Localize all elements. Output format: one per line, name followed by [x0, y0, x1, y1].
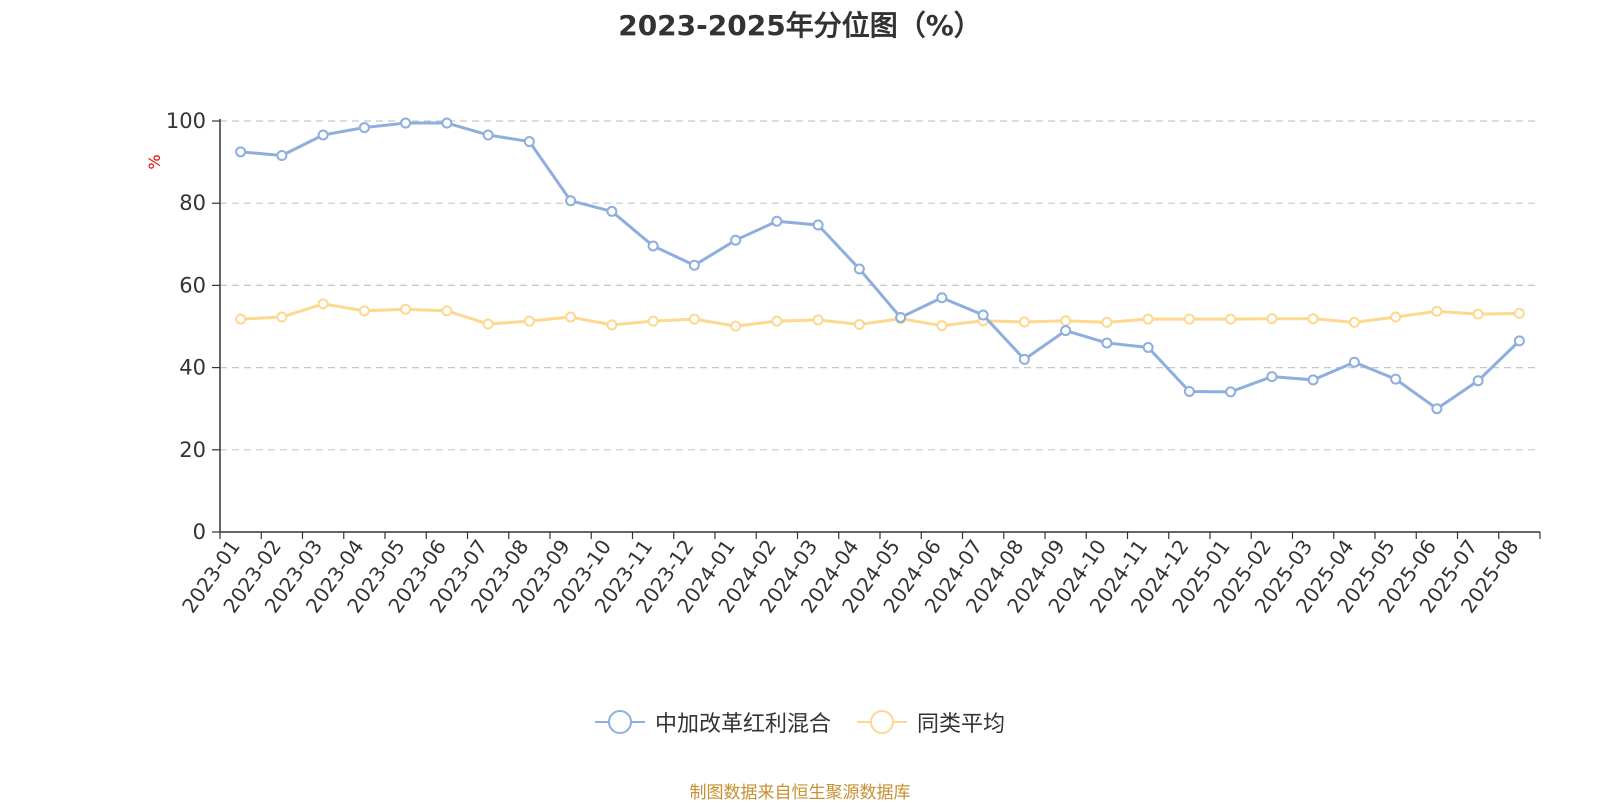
data-point: [1101, 337, 1113, 349]
data-point: [771, 315, 783, 327]
data-point: [936, 320, 948, 332]
y-tick-label: 40: [179, 356, 206, 380]
data-point: [235, 146, 247, 158]
data-point: [441, 117, 453, 129]
data-point: [1307, 313, 1319, 325]
data-point: [812, 314, 824, 326]
y-tick-label: 20: [179, 438, 206, 462]
data-point: [482, 318, 494, 330]
data-point: [853, 318, 865, 330]
data-point: [317, 298, 329, 310]
y-tick-label: 60: [179, 273, 206, 297]
data-point: [1142, 313, 1154, 325]
series-lines: [235, 117, 1525, 415]
data-point: [565, 311, 577, 323]
legend: 中加改革红利混合 同类平均: [0, 706, 1600, 738]
legend-item-average[interactable]: 同类平均: [857, 706, 1005, 738]
data-point: [647, 315, 659, 327]
data-point: [1183, 313, 1195, 325]
series-line: [240, 302, 1520, 328]
legend-circle-icon: [594, 710, 645, 734]
data-point: [1225, 386, 1237, 398]
data-point: [1513, 335, 1525, 347]
data-point: [523, 315, 535, 327]
data-point: [1431, 305, 1443, 317]
data-point: [688, 313, 700, 325]
data-source-note: 制图数据来自恒生聚源数据库: [689, 783, 911, 803]
data-point: [1060, 325, 1072, 337]
y-tick-label: 0: [193, 520, 206, 544]
tick-labels: 0204060801002023-012023-022023-032023-04…: [166, 109, 1524, 617]
legend-label-average: 同类平均: [917, 712, 1006, 737]
data-point: [1225, 313, 1237, 325]
series-line: [240, 121, 1521, 411]
data-point: [1472, 375, 1484, 387]
data-point: [523, 136, 535, 148]
y-tick-label: 100: [166, 109, 206, 133]
chart-title: 2023-2025年分位图（%）: [618, 9, 982, 42]
data-point: [1390, 373, 1402, 385]
data-point: [276, 311, 288, 323]
data-point: [1431, 403, 1443, 415]
data-point: [1060, 315, 1072, 327]
data-point: [730, 234, 742, 246]
data-point: [606, 319, 618, 331]
data-point: [606, 205, 618, 217]
data-point: [400, 117, 412, 129]
data-point: [936, 292, 948, 304]
data-point: [895, 311, 907, 323]
data-point: [1266, 371, 1278, 383]
data-point: [730, 320, 742, 332]
data-point: [771, 215, 783, 227]
legend-label-fund: 中加改革红利混合: [654, 712, 831, 737]
legend-circle-icon: [857, 710, 907, 734]
data-point: [647, 240, 659, 252]
data-point: [1018, 353, 1030, 365]
data-point: [853, 263, 865, 275]
data-point: [688, 259, 700, 271]
data-point: [1513, 307, 1525, 319]
legend-item-fund[interactable]: 中加改革红利混合: [594, 706, 831, 738]
data-point: [1348, 316, 1360, 328]
data-point: [317, 129, 329, 141]
data-point: [358, 122, 370, 134]
data-point: [1018, 316, 1030, 328]
data-point: [1390, 311, 1402, 323]
axes: [212, 119, 1541, 539]
y-tick-label: 80: [179, 191, 206, 215]
data-point: [1101, 316, 1113, 328]
data-point: [1348, 356, 1360, 368]
data-point: [441, 305, 453, 317]
data-point: [235, 313, 247, 325]
data-point: [1472, 308, 1484, 320]
data-point: [565, 195, 577, 207]
grid-lines: [220, 120, 1540, 451]
data-point: [1266, 313, 1278, 325]
data-point: [812, 219, 824, 231]
data-point: [977, 309, 989, 321]
y-axis-unit-label: %: [145, 154, 164, 169]
data-point: [1142, 341, 1154, 353]
data-point: [400, 303, 412, 315]
data-point: [276, 150, 288, 162]
data-point: [1307, 374, 1319, 386]
data-point: [358, 305, 370, 317]
data-point: [482, 129, 494, 141]
data-point: [1183, 385, 1195, 397]
